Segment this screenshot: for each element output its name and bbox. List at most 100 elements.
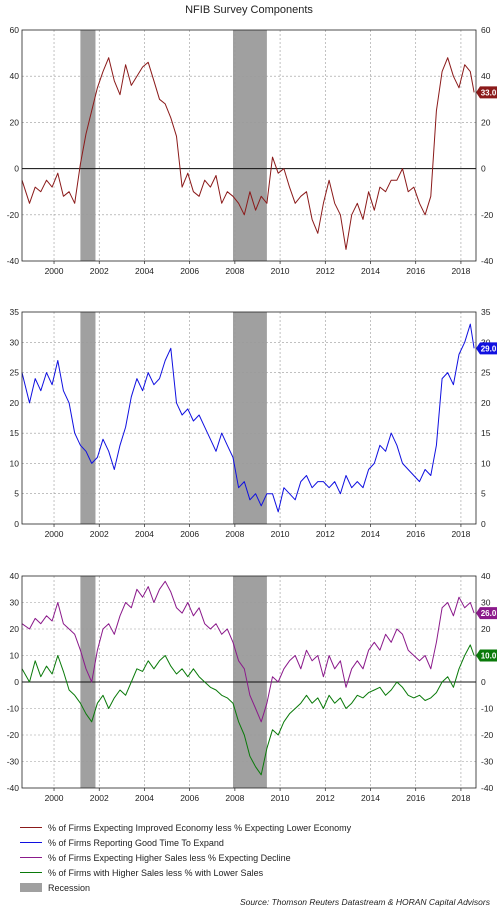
plot-frame xyxy=(21,575,477,789)
x-tick-label: 2014 xyxy=(361,529,380,539)
chart-title: NFIB Survey Components xyxy=(185,4,313,16)
legend-item-improved-economy: % of Firms Expecting Improved Economy le… xyxy=(20,820,490,835)
y-tick-label-right: 60 xyxy=(481,25,491,35)
series-line-actual-sales xyxy=(21,644,475,776)
y-tick-label-left: 15 xyxy=(10,428,20,438)
x-tick-label: 2002 xyxy=(90,529,109,539)
y-tick-label-left: 20 xyxy=(10,624,20,634)
legend-swatch-actual-sales xyxy=(20,872,42,873)
x-tick-label: 2010 xyxy=(271,529,290,539)
last-value-label: 33.0 xyxy=(481,88,497,97)
y-tick-label-left: 20 xyxy=(10,117,20,127)
y-tick-label-left: -20 xyxy=(7,730,20,740)
x-tick-label: 2012 xyxy=(316,266,335,276)
y-tick-label-left: 0 xyxy=(14,677,19,687)
legend-label-improved-economy: % of Firms Expecting Improved Economy le… xyxy=(48,822,352,833)
y-tick-label-left: 10 xyxy=(10,651,20,661)
x-tick-label: 2014 xyxy=(361,793,380,803)
recession-band xyxy=(80,312,96,524)
last-value-tag-bg xyxy=(476,649,497,662)
plot-frame xyxy=(21,311,477,525)
last-value-tag-higher-sales: 26.0 xyxy=(476,607,497,620)
x-tick-label: 2016 xyxy=(406,529,425,539)
panel-improved-economy: -40 -40 -20 -20 0 0 20 20 40 40 60 60 2000 2002 2004 20… xyxy=(7,25,497,276)
legend-label-recession: Recession xyxy=(48,882,91,893)
y-tick-label-left: 0 xyxy=(14,164,19,174)
y-tick-label-right: -20 xyxy=(481,210,494,220)
y-tick-label-right: 30 xyxy=(481,337,491,347)
legend-swatch-improved-economy xyxy=(20,827,42,828)
y-tick-label-right: -10 xyxy=(481,704,494,714)
panel-sales: -40-40-30-30-20-20-10-100010102020303040… xyxy=(7,571,497,803)
y-tick-label-left: 30 xyxy=(10,337,20,347)
x-tick-label: 2008 xyxy=(225,529,244,539)
series-line-improved-economy xyxy=(21,57,475,250)
y-tick-label-right: 30 xyxy=(481,598,491,608)
last-value-tag-bg xyxy=(476,607,497,620)
y-tick-label-left: -40 xyxy=(7,783,20,793)
y-tick-label-right: -20 xyxy=(481,730,494,740)
x-tick-label: 2006 xyxy=(180,266,199,276)
legend-item-good-time-expand: % of Firms Reporting Good Time To Expand xyxy=(20,835,490,850)
x-tick-label: 2006 xyxy=(180,793,199,803)
x-tick-label: 2002 xyxy=(90,266,109,276)
y-tick-label-right: 0 xyxy=(481,677,486,687)
last-value-label: 10.0 xyxy=(481,652,497,661)
y-tick-label-left: 35 xyxy=(10,307,20,317)
x-tick-label: 2016 xyxy=(406,793,425,803)
y-tick-label-right: 0 xyxy=(481,519,486,529)
y-tick-label-right: 5 xyxy=(481,489,486,499)
last-value-label: 29.0 xyxy=(481,344,497,353)
y-tick-label-right: 20 xyxy=(481,624,491,634)
last-value-tag-improved-economy: 33.0 xyxy=(476,86,497,99)
y-tick-label-right: 40 xyxy=(481,71,491,81)
series-line-good-time-expand xyxy=(21,323,475,513)
recession-band xyxy=(232,312,267,524)
y-tick-label-right: -40 xyxy=(481,256,494,266)
series-line-higher-sales xyxy=(21,580,475,723)
y-tick-label-left: 5 xyxy=(14,489,19,499)
y-tick-label-right: 25 xyxy=(481,368,491,378)
y-tick-label-right: 35 xyxy=(481,307,491,317)
y-tick-label-left: 10 xyxy=(10,458,20,468)
y-tick-label-left: 0 xyxy=(14,519,19,529)
x-tick-label: 2004 xyxy=(135,529,154,539)
x-tick-label: 2012 xyxy=(316,793,335,803)
x-tick-label: 2012 xyxy=(316,529,335,539)
x-tick-label: 2008 xyxy=(225,266,244,276)
x-tick-label: 2000 xyxy=(45,266,64,276)
last-value-tag-bg xyxy=(476,342,497,355)
legend-item-recession: Recession xyxy=(20,880,490,895)
y-tick-label-right: 20 xyxy=(481,117,491,127)
y-tick-label-left: -10 xyxy=(7,704,20,714)
y-tick-label-right: 40 xyxy=(481,571,491,581)
y-tick-label-left: -30 xyxy=(7,757,20,767)
legend-swatch-good-time-expand xyxy=(20,842,42,843)
legend-item-actual-sales: % of Firms with Higher Sales less % with… xyxy=(20,865,490,880)
recession-band xyxy=(232,30,267,261)
x-tick-label: 2006 xyxy=(180,529,199,539)
y-tick-label-right: -30 xyxy=(481,757,494,767)
legend-label-actual-sales: % of Firms with Higher Sales less % with… xyxy=(48,867,264,878)
x-tick-label: 2018 xyxy=(451,793,470,803)
x-tick-label: 2002 xyxy=(90,793,109,803)
x-tick-label: 2016 xyxy=(406,266,425,276)
y-tick-label-left: -40 xyxy=(7,256,20,266)
last-value-tag-good-time-expand: 29.0 xyxy=(476,342,497,355)
y-tick-label-left: 20 xyxy=(10,398,20,408)
y-tick-label-right: 10 xyxy=(481,458,491,468)
legend-label-higher-sales: % of Firms Expecting Higher Sales less %… xyxy=(48,852,291,863)
source-note: Source: Thomson Reuters Datastream & HOR… xyxy=(239,897,490,907)
last-value-tag-bg xyxy=(476,86,497,99)
chart-legend: % of Firms Expecting Improved Economy le… xyxy=(20,820,490,895)
x-tick-label: 2010 xyxy=(271,793,290,803)
legend-swatch-higher-sales xyxy=(20,857,42,858)
x-tick-label: 2018 xyxy=(451,266,470,276)
y-tick-label-left: 25 xyxy=(10,368,20,378)
last-value-label: 26.0 xyxy=(481,609,497,618)
x-tick-label: 2010 xyxy=(271,266,290,276)
y-tick-label-left: 40 xyxy=(10,71,20,81)
y-tick-label-left: 40 xyxy=(10,571,20,581)
x-tick-label: 2014 xyxy=(361,266,380,276)
